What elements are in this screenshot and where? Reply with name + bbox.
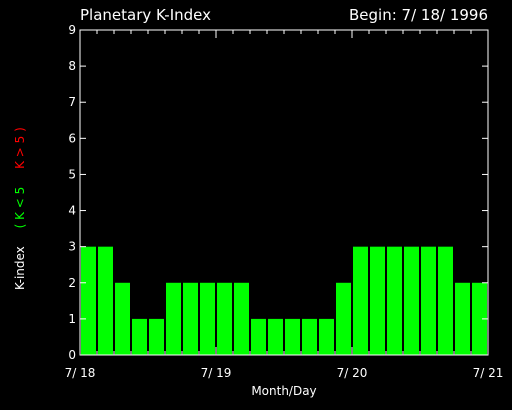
bar-19 <box>404 246 419 355</box>
bar-6 <box>183 282 198 355</box>
chart-subtitle: Begin: 7/ 18/ 1996 <box>349 6 488 24</box>
bar-16 <box>353 246 368 355</box>
y-axis-label-red: K > 5 ) <box>13 127 27 169</box>
y-tick-label-5: 5 <box>68 167 76 181</box>
y-tick-label-1: 1 <box>68 312 76 326</box>
bar-5 <box>166 282 181 355</box>
bar-14 <box>319 318 334 355</box>
y-axis-label: K-index ( K < 5 K > 5 ) <box>13 127 27 290</box>
bar-7 <box>200 282 215 355</box>
tick-group: 0 1 2 3 4 5 6 7 8 9 7/ 18 7/ 19 7/ 20 7/ 21 <box>65 23 504 380</box>
bar-1 <box>98 246 113 355</box>
y-tick-label-2: 2 <box>68 276 76 290</box>
y-tick-label-6: 6 <box>68 131 76 145</box>
bar-0 <box>81 246 96 355</box>
chart-title: Planetary K-Index <box>80 6 211 24</box>
bar-13 <box>302 318 317 355</box>
y-tick-label-0: 0 <box>68 348 76 362</box>
x-tick-label-2: 7/ 20 <box>337 366 368 380</box>
x-tick-label-0: 7/ 18 <box>65 366 96 380</box>
bar-8 <box>217 282 232 355</box>
y-tick-label-4: 4 <box>68 204 76 218</box>
bar-21 <box>438 246 453 355</box>
bar-11 <box>268 318 283 355</box>
bar-2 <box>115 282 130 355</box>
y-tick-label-3: 3 <box>68 240 76 254</box>
x-tick-label-3: 7/ 21 <box>473 366 504 380</box>
bar-20 <box>421 246 436 355</box>
bar-23 <box>472 282 487 355</box>
bar-3 <box>132 318 147 355</box>
bar-18 <box>387 246 402 355</box>
y-tick-label-9: 9 <box>68 23 76 37</box>
x-axis-label: Month/Day <box>251 384 316 398</box>
bar-22 <box>455 282 470 355</box>
bar-9 <box>234 282 249 355</box>
y-axis-label-green: ( K < 5 <box>13 187 27 229</box>
bar-12 <box>285 318 300 355</box>
bar-group <box>81 246 487 355</box>
y-axis-label-prefix: K-index <box>13 246 27 290</box>
bar-10 <box>251 318 266 355</box>
y-tick-label-7: 7 <box>68 95 76 109</box>
x-tick-label-1: 7/ 19 <box>201 366 232 380</box>
bar-4 <box>149 318 164 355</box>
y-tick-label-8: 8 <box>68 59 76 73</box>
bar-17 <box>370 246 385 355</box>
bar-15 <box>336 282 351 355</box>
